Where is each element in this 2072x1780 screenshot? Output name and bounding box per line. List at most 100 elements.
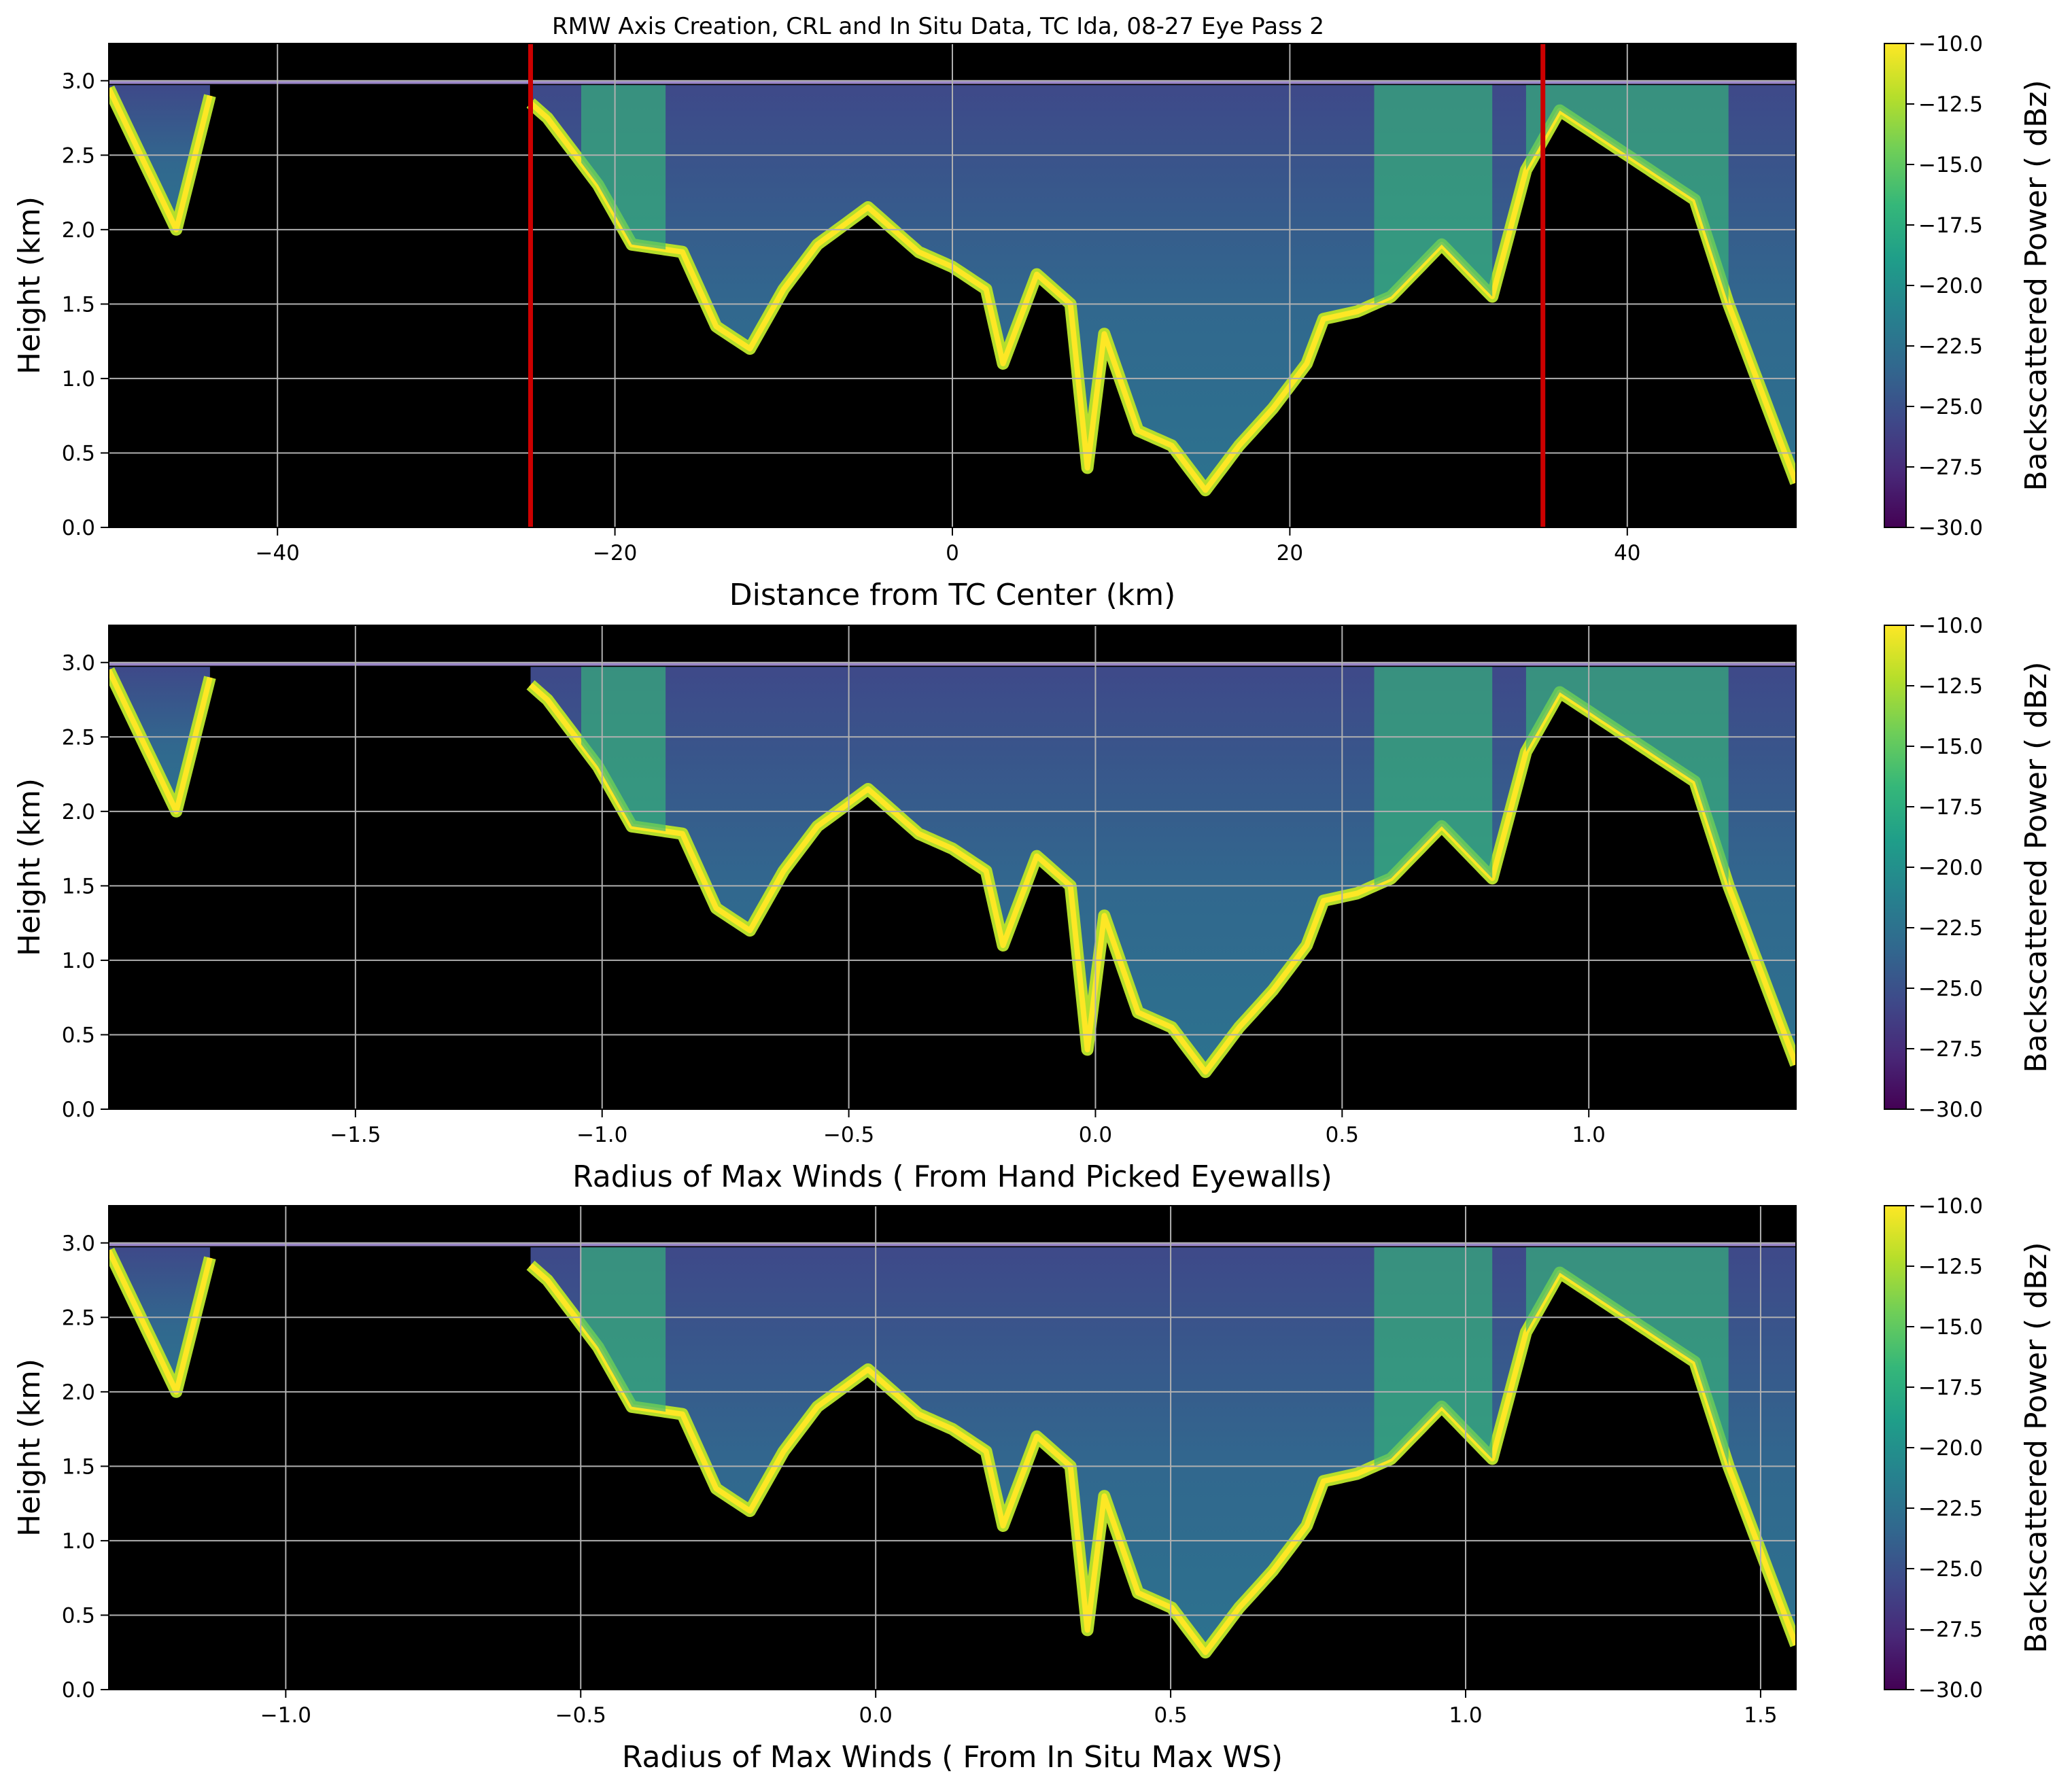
y-tick-label: 3.0	[62, 651, 95, 676]
x-tick-label: −40	[255, 541, 299, 565]
x-tick-label: 40	[1614, 541, 1640, 565]
colorbar-tick-label: −30.0	[1918, 1098, 1983, 1122]
eyewall-echo	[1374, 667, 1493, 886]
panel-2: −1.5 −1.0 −0.5 0.0 0.5 1.0 0.0 0.5 1.0 1.5 2.0 2.5 3…	[12, 614, 2054, 1194]
x-tick-label: 0.5	[1326, 1123, 1359, 1147]
colorbar-gradient	[1884, 43, 1907, 528]
y-tick-label: 1.0	[62, 1529, 95, 1554]
y-axis-label: Height (km)	[12, 1359, 47, 1537]
y-tick-label: 0.5	[62, 1023, 95, 1047]
colorbar-tick-label: −25.0	[1918, 977, 1983, 1001]
eyewall-echo	[1374, 85, 1493, 304]
panel-3: −1.0 −0.5 0.0 0.5 1.0 1.5 0.0 0.5 1.0 1.5 2.0 2.5 3.…	[12, 1194, 2054, 1775]
backscatter-field	[109, 1242, 1796, 1659]
x-tick-label: 0	[946, 541, 959, 565]
colorbar-tick-label: −20.0	[1918, 1436, 1983, 1461]
colorbar-tick-label: −17.5	[1918, 213, 1983, 238]
colorbar-tick-label: −20.0	[1918, 856, 1983, 880]
y-tick-label: 2.5	[62, 143, 95, 168]
eyewall-echo	[581, 1247, 666, 1412]
colorbar-tick-label: −12.5	[1918, 1255, 1983, 1279]
y-tick-label: 0.0	[62, 516, 95, 540]
colorbar-tick-label: −20.0	[1918, 274, 1983, 298]
y-tick-label: 1.5	[62, 292, 95, 317]
x-tick-label: 20	[1277, 541, 1303, 565]
colorbar-label: Backscattered Power ( dBz)	[2019, 661, 2054, 1072]
y-tick-label: 0.5	[62, 441, 95, 466]
x-axis-label: Radius of Max Winds ( From Hand Picked E…	[572, 1159, 1332, 1194]
x-tick-label: 1.0	[1449, 1703, 1482, 1728]
x-axis-label: Radius of Max Winds ( From In Situ Max W…	[622, 1740, 1283, 1775]
x-tick-label: −20	[593, 541, 637, 565]
x-tick-label: 0.5	[1154, 1703, 1187, 1728]
colorbar-tick-label: −30.0	[1918, 516, 1983, 540]
x-tick-label: 1.0	[1572, 1123, 1606, 1147]
colorbar-tick-label: −17.5	[1918, 795, 1983, 820]
x-tick-label: 1.5	[1744, 1703, 1777, 1728]
colorbar-tick-label: −10.0	[1918, 614, 1983, 638]
colorbar-tick-label: −25.0	[1918, 395, 1983, 419]
backscatter-field	[109, 80, 1796, 497]
x-tick-label: 0.0	[859, 1703, 893, 1728]
plot-frame	[108, 625, 1797, 1110]
y-tick-label: 2.5	[62, 1306, 95, 1330]
colorbar-label: Backscattered Power ( dBz)	[2019, 80, 2054, 491]
cloud-base-peak	[109, 668, 213, 814]
figure-title: RMW Axis Creation, CRL and In Situ Data,…	[552, 13, 1324, 40]
y-tick-label: 0.0	[62, 1678, 95, 1703]
eyewall-echo	[581, 85, 666, 250]
x-tick-label: −1.0	[260, 1703, 311, 1728]
eyewall-echo	[1374, 1247, 1493, 1467]
colorbar-tick-label: −27.5	[1918, 1618, 1983, 1642]
cloud-base-peak	[109, 1249, 213, 1395]
colorbar-tick-label: −22.5	[1918, 916, 1983, 941]
x-axis-label: Distance from TC Center (km)	[729, 578, 1176, 612]
colorbar-tick-label: −15.0	[1918, 1315, 1983, 1340]
y-tick-label: 1.0	[62, 949, 95, 973]
y-tick-label: 3.0	[62, 69, 95, 94]
cloud-base-peak	[109, 86, 213, 232]
colorbar-tick-label: −15.0	[1918, 735, 1983, 759]
colorbar-tick-label: −22.5	[1918, 334, 1983, 359]
colorbar-tick-label: −10.0	[1918, 1194, 1983, 1219]
colorbar-tick-label: −27.5	[1918, 1037, 1983, 1062]
y-axis-label: Height (km)	[12, 778, 47, 956]
colorbar-gradient	[1884, 1205, 1907, 1690]
y-tick-label: 0.0	[62, 1098, 95, 1122]
colorbar: −30.0 −27.5 −25.0 −22.5 −20.0 −17.5 −15.0 −12.5…	[1884, 614, 2054, 1122]
y-tick-label: 1.5	[62, 874, 95, 898]
plot-frame	[108, 1205, 1797, 1690]
eyewall-echo	[1525, 1247, 1729, 1467]
colorbar-tick-label: −15.0	[1918, 153, 1983, 177]
y-tick-label: 2.5	[62, 725, 95, 750]
y-axis-label: Height (km)	[12, 196, 47, 374]
y-tick-label: 1.5	[62, 1454, 95, 1479]
colorbar: −30.0 −27.5 −25.0 −22.5 −20.0 −17.5 −15.0 −12.5…	[1884, 1194, 2054, 1703]
colorbar-tick-label: −27.5	[1918, 455, 1983, 480]
colorbar-tick-label: −12.5	[1918, 92, 1983, 117]
x-tick-label: 0.0	[1079, 1123, 1112, 1147]
colorbar-tick-label: −30.0	[1918, 1678, 1983, 1703]
y-tick-label: 2.0	[62, 800, 95, 824]
colorbar-tick-label: −17.5	[1918, 1376, 1983, 1400]
colorbar-tick-label: −10.0	[1918, 32, 1983, 56]
eyewall-echo	[1525, 85, 1729, 304]
y-tick-label: 1.0	[62, 367, 95, 391]
colorbar-tick-label: −25.0	[1918, 1557, 1983, 1582]
y-tick-label: 2.0	[62, 218, 95, 243]
colorbar-tick-label: −12.5	[1918, 674, 1983, 699]
eyewall-echo	[1525, 667, 1729, 886]
colorbar-tick-label: −22.5	[1918, 1497, 1983, 1521]
colorbar-gradient	[1884, 625, 1907, 1110]
x-tick-label: −0.5	[823, 1123, 874, 1147]
colorbar: −30.0 −27.5 −25.0 −22.5 −20.0 −17.5 −15.0 −12.5…	[1884, 32, 2054, 540]
panel-1: −40 −20 0 20 40 0.0 0.5 1.0 1.5 2.0 2.5 3.0 Distance…	[12, 32, 2054, 612]
colorbar-label: Backscattered Power ( dBz)	[2019, 1242, 2054, 1653]
x-tick-label: −1.5	[330, 1123, 381, 1147]
y-tick-label: 0.5	[62, 1603, 95, 1628]
x-tick-label: −1.0	[576, 1123, 627, 1147]
y-tick-label: 2.0	[62, 1380, 95, 1405]
y-tick-label: 3.0	[62, 1232, 95, 1256]
x-tick-label: −0.5	[555, 1703, 606, 1728]
